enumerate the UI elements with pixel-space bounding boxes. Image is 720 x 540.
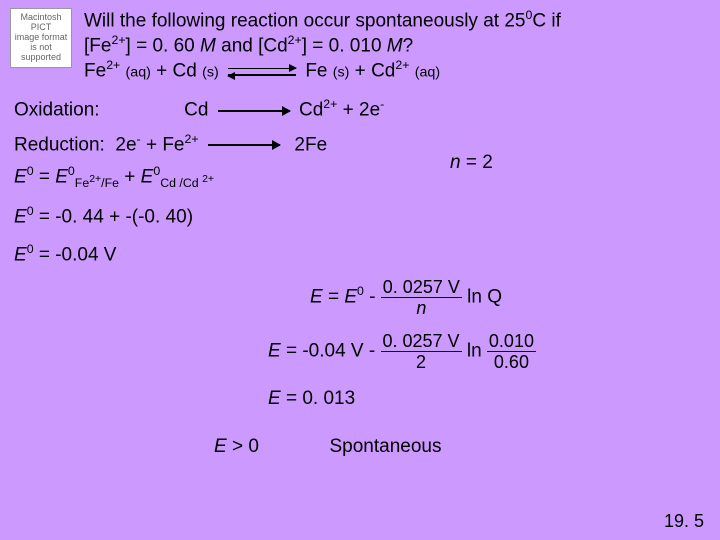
spontaneity: E > 0 Spontaneous	[214, 436, 441, 458]
nernst-equation: E = E0 - 0. 0257 Vn ln Q	[310, 278, 502, 317]
equilibrium-arrow	[228, 66, 296, 78]
nernst-substituted: E = -0.04 V - 0. 0257 V2 ln 0.0100.60	[268, 332, 536, 371]
arrow-icon	[218, 106, 290, 116]
arrow-icon	[208, 140, 280, 150]
half-reactions: Oxidation: Cd Cd2+ + 2e- Reduction: 2e- …	[14, 97, 706, 156]
oxidation-label: Oxidation:	[14, 100, 100, 121]
slide-content: Will the following reaction occur sponta…	[0, 0, 720, 283]
question-text: Will the following reaction occur sponta…	[84, 8, 706, 83]
e-cell-calc: E0 = E0Fe2+/Fe + E0Cd /Cd 2+ E0 = -0. 44…	[14, 164, 706, 267]
n-value: n = 2	[450, 152, 493, 174]
pict-placeholder: Macintosh PICT image format is not suppo…	[10, 8, 72, 68]
e-result: E = 0. 013	[268, 388, 355, 410]
chapter-number: 19. 5	[664, 511, 704, 532]
reduction-label: Reduction:	[14, 134, 105, 155]
